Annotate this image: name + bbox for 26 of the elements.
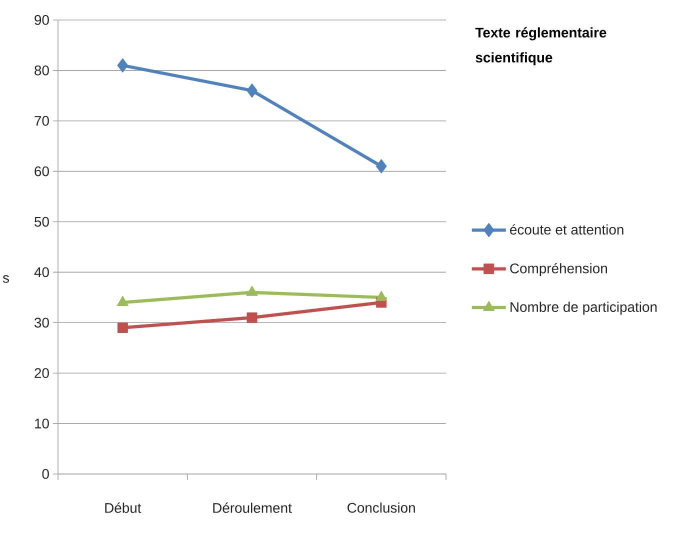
point [246, 286, 258, 296]
legend-label: écoute et attention [510, 224, 624, 235]
point [246, 312, 258, 323]
x-tick-label: Conclusion [348, 502, 415, 513]
point [117, 58, 128, 73]
point [117, 322, 128, 333]
y-tick-label: 40 [34, 267, 49, 278]
y-tick-label: 10 [35, 418, 49, 428]
y-tick-label: 50 [34, 216, 49, 227]
x-tick-label: Début [105, 502, 142, 513]
legend-label: Compréhension [510, 262, 607, 276]
point [376, 159, 387, 174]
y-tick-label: 80 [34, 65, 49, 76]
y-tick-label: 90 [34, 15, 49, 25]
y-tick-label: 30 [34, 318, 49, 328]
point [375, 290, 388, 301]
x-tick-label: Déroulement [213, 502, 292, 513]
text: Texte réglementaire scientifique [475, 27, 606, 66]
point [116, 296, 129, 306]
y-tick-label: 0 [42, 469, 49, 479]
y-axis-title: s [2, 275, 9, 283]
y-tick-label: 20 [34, 368, 49, 378]
y-tick-label: 70 [34, 116, 49, 126]
y-tick-label: 60 [34, 166, 49, 176]
point [246, 83, 258, 98]
legend-label: Nombre de participation [510, 302, 657, 315]
